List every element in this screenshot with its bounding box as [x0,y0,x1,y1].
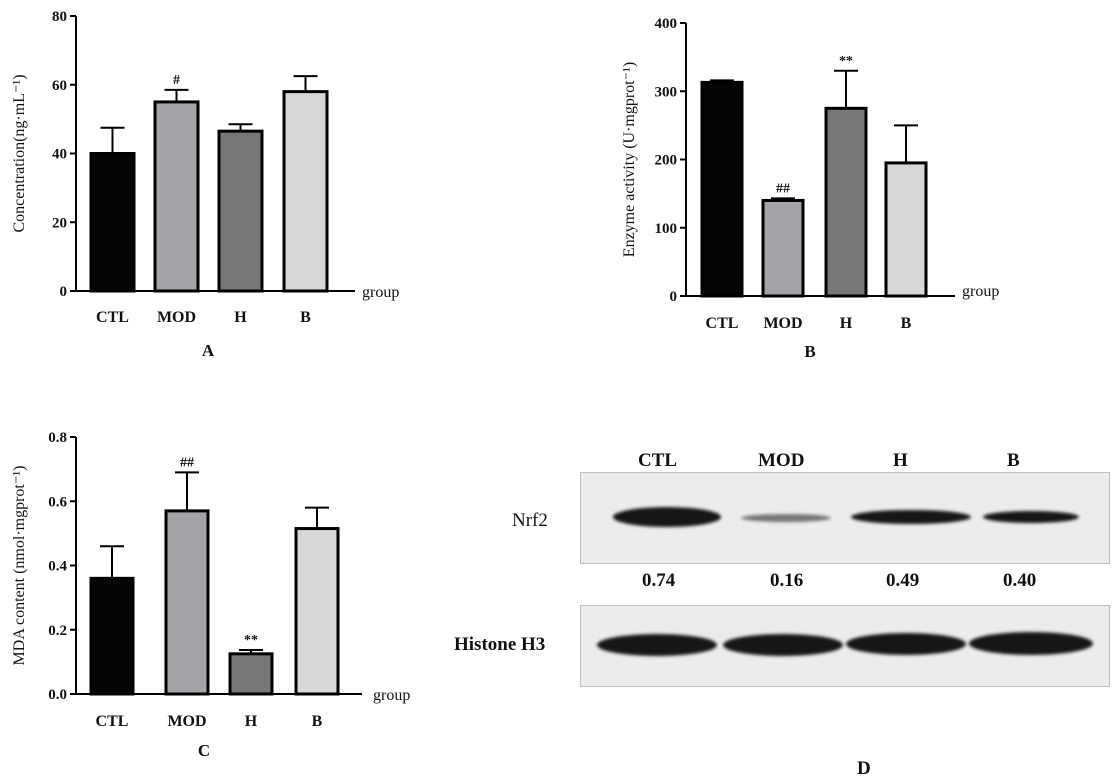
x-category-label: CTL [706,315,739,332]
y-tick-label: 0 [670,289,678,305]
bar [700,80,744,298]
x-category-label: B [312,713,323,730]
panel-label-c: C [198,741,210,760]
bar [282,90,329,293]
significance-mark: ** [839,54,853,69]
nrf2-blot-strip [580,472,1110,564]
blot-column-label: MOD [758,450,805,471]
bar [294,527,340,696]
x-category-label: B [901,315,912,332]
nrf2-ratio-value: 0.49 [886,570,920,591]
y-tick-label: 20 [52,215,67,231]
x-category-label: H [840,315,853,332]
y-tick-label: 0.8 [48,430,67,446]
nrf2-ratio-value: 0.16 [770,570,804,591]
bar [89,152,136,293]
significance-mark: ** [244,633,258,648]
x-axis-title: group [362,284,399,301]
nrf2-ratio-value: 0.74 [642,570,676,591]
x-axis-title: group [373,687,410,704]
x-category-label: CTL [96,713,129,730]
x-category-label: H [234,309,247,326]
histone-h3-band [846,633,966,655]
y-axis-title: Concentration(ng·mL⁻¹) [11,74,28,232]
y-tick-label: 0.0 [48,687,67,703]
significance-mark: ## [776,181,790,196]
x-category-label: CTL [96,309,129,326]
nrf2-band [741,514,831,522]
nrf2-band [613,507,721,527]
histone-h3-band [597,634,717,656]
y-tick-label: 100 [655,221,678,237]
x-category-label: MOD [167,713,206,730]
western-blot-panel-d: CTL MOD H B Nrf2 0.74 0.16 0.49 0.40 His… [440,440,1115,779]
significance-mark: # [173,73,180,88]
y-tick-label: 300 [655,84,678,100]
y-axis-title: MDA content (nmol·mgprot⁻¹) [11,466,28,666]
y-tick-label: 0.4 [48,559,67,575]
nrf2-ratio-value: 0.40 [1003,570,1037,591]
blot-row-label-histone-h3: Histone H3 [454,634,546,655]
panel-label-b: B [804,342,815,361]
significance-mark: ## [180,455,194,470]
blot-row-label-nrf2: Nrf2 [512,510,548,531]
y-tick-label: 40 [52,147,67,163]
x-category-label: B [300,309,311,326]
y-tick-label: 200 [655,153,678,169]
blot-column-label: H [893,450,908,471]
y-tick-label: 0 [60,284,68,300]
y-tick-label: 0.6 [48,494,67,510]
x-category-label: MOD [763,315,802,332]
panel-label-d: D [857,758,871,779]
histone-h3-band [969,632,1093,655]
bar [89,576,135,696]
x-axis-title: group [962,283,999,300]
y-tick-label: 60 [52,78,67,94]
blot-column-label: CTL [638,450,678,471]
y-tick-label: 400 [655,16,678,32]
blot-column-label: B [1007,450,1020,471]
y-axis-title: Enzyme activity (U·mgprot⁻¹) [621,62,638,257]
x-category-label: MOD [157,309,196,326]
bar [153,100,200,293]
nrf2-band [983,511,1079,523]
bar [164,509,210,696]
y-tick-label: 80 [52,9,67,25]
bar [761,198,805,298]
bar [824,106,868,298]
histone-h3-blot-strip [580,605,1110,687]
y-tick-label: 0.2 [48,623,67,639]
x-category-label: H [245,713,258,730]
bar [884,161,928,298]
panel-label-a: A [202,341,215,360]
bar [228,652,274,696]
bar [217,129,264,293]
histone-h3-band [723,634,843,656]
nrf2-band [851,510,971,524]
